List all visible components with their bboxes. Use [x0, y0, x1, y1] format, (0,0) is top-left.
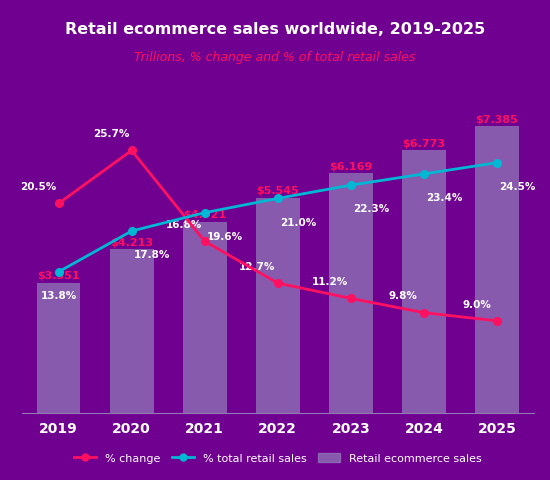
Text: 20.5%: 20.5%	[20, 182, 56, 192]
Text: 24.5%: 24.5%	[499, 181, 536, 192]
Text: 25.7%: 25.7%	[93, 129, 129, 139]
Bar	[329, 174, 373, 413]
Text: 9.8%: 9.8%	[389, 291, 418, 301]
Text: 17.8%: 17.8%	[134, 250, 170, 260]
Text: $5.545: $5.545	[256, 186, 299, 196]
Bar	[402, 151, 446, 413]
Bar	[37, 283, 80, 413]
Text: 23.4%: 23.4%	[426, 193, 463, 203]
Text: 13.8%: 13.8%	[40, 290, 76, 300]
Text: $3.351: $3.351	[37, 271, 80, 281]
Text: $6.169: $6.169	[329, 162, 372, 171]
Legend: % change, % total retail sales, Retail ecommerce sales: % change, % total retail sales, Retail e…	[70, 449, 486, 468]
Text: $4.921: $4.921	[183, 210, 226, 220]
Text: $7.385: $7.385	[476, 115, 518, 124]
Text: 9.0%: 9.0%	[462, 299, 491, 309]
Bar	[475, 127, 519, 413]
Text: 19.6%: 19.6%	[207, 231, 243, 241]
Text: 11.2%: 11.2%	[312, 276, 349, 287]
Text: $4.213: $4.213	[110, 237, 153, 247]
Bar	[109, 250, 153, 413]
Text: Trillions, % change and % of total retail sales: Trillions, % change and % of total retai…	[134, 50, 416, 63]
Bar	[183, 222, 227, 413]
Text: 16.8%: 16.8%	[166, 219, 202, 229]
Text: $6.773: $6.773	[403, 138, 446, 148]
Bar	[256, 198, 300, 413]
Text: 12.7%: 12.7%	[239, 261, 276, 271]
Text: 21.0%: 21.0%	[280, 217, 316, 228]
Text: Retail ecommerce sales worldwide, 2019-2025: Retail ecommerce sales worldwide, 2019-2…	[65, 22, 485, 36]
Text: 22.3%: 22.3%	[353, 204, 389, 214]
